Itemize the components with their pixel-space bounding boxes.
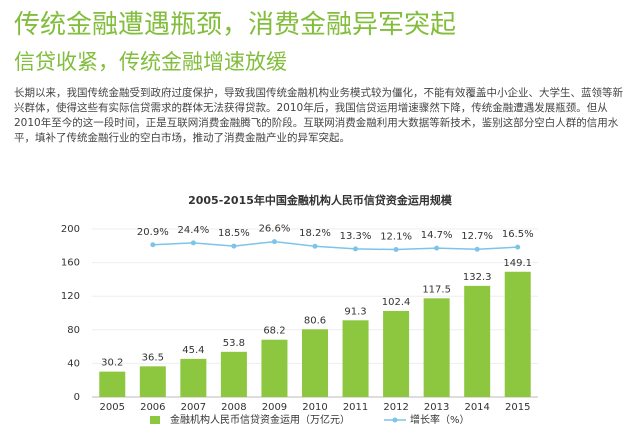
bar bbox=[220, 351, 247, 397]
chart-title: 2005-2015年中国金融机构人民币信贷资金运用规模 bbox=[188, 193, 453, 207]
bar-label: 53.8 bbox=[223, 338, 245, 349]
line-label: 16.5% bbox=[502, 229, 534, 240]
bar-label: 68.2 bbox=[263, 326, 285, 337]
legend-label: 金融机构人民币信贷资金运用（万亿元） bbox=[170, 413, 350, 426]
bar bbox=[423, 298, 450, 397]
bar-label: 149.1 bbox=[503, 258, 532, 269]
x-tick-label: 2011 bbox=[343, 402, 368, 413]
x-tick-label: 2007 bbox=[181, 402, 206, 413]
line-point bbox=[312, 243, 318, 249]
x-tick-label: 2014 bbox=[464, 402, 489, 413]
bar-label: 36.5 bbox=[142, 352, 164, 363]
line-label: 12.7% bbox=[461, 231, 493, 242]
subtitle: 信贷收紧，传统金融增速放缓 bbox=[14, 50, 287, 74]
paragraph: 长期以来，我国传统金融受到政府过度保护，导致我国传统金融机构业务模式较为僵化，不… bbox=[14, 87, 623, 144]
bar bbox=[342, 320, 369, 397]
line-label: 18.5% bbox=[218, 228, 250, 239]
x-tick-label: 2010 bbox=[302, 402, 327, 413]
x-tick-label: 2008 bbox=[221, 402, 246, 413]
line-point bbox=[434, 245, 440, 251]
bar bbox=[180, 358, 207, 397]
line-label: 13.3% bbox=[340, 231, 372, 242]
line-label: 20.9% bbox=[137, 227, 169, 238]
line-point bbox=[231, 243, 237, 249]
x-tick-label: 2006 bbox=[140, 402, 165, 413]
line-point bbox=[474, 246, 480, 252]
legend-swatch bbox=[150, 416, 160, 424]
line-label: 26.6% bbox=[259, 224, 291, 235]
bar-label: 45.4 bbox=[182, 345, 204, 356]
bar bbox=[504, 271, 531, 397]
bar-label: 91.3 bbox=[344, 306, 366, 317]
x-tick-label: 2009 bbox=[262, 402, 287, 413]
bar-label: 30.2 bbox=[101, 358, 123, 369]
legend-label: 增长率（%） bbox=[410, 413, 470, 426]
line-point bbox=[190, 240, 196, 246]
bar-label: 102.4 bbox=[382, 297, 411, 308]
line-point bbox=[353, 246, 359, 252]
bar-label: 132.3 bbox=[463, 272, 492, 283]
bar bbox=[302, 329, 328, 397]
y-tick-label: 200 bbox=[61, 224, 80, 235]
x-tick-label: 2013 bbox=[424, 402, 449, 413]
bar bbox=[261, 339, 288, 397]
x-tick-label: 2012 bbox=[383, 402, 408, 413]
bar bbox=[139, 366, 166, 397]
y-tick-label: 0 bbox=[74, 392, 80, 403]
bar bbox=[383, 310, 410, 397]
line-point bbox=[150, 242, 156, 248]
line bbox=[152, 240, 518, 251]
x-tick-label: 2005 bbox=[100, 402, 125, 413]
bar-label: 80.6 bbox=[304, 315, 326, 326]
title: 传统金融遭遇瓶颈，消费金融异军突起 bbox=[14, 10, 457, 40]
line-label: 14.7% bbox=[421, 230, 453, 241]
x-tick-label: 2015 bbox=[505, 402, 530, 413]
line-label: 18.2% bbox=[299, 228, 331, 239]
line-point bbox=[271, 239, 277, 245]
y-tick-label: 80 bbox=[67, 325, 80, 336]
legend-swatch bbox=[392, 417, 398, 423]
y-tick-label: 160 bbox=[61, 258, 80, 269]
line-point bbox=[515, 244, 521, 250]
line-point bbox=[393, 247, 399, 253]
bar bbox=[99, 371, 126, 397]
y-tick-label: 40 bbox=[67, 358, 80, 369]
bar bbox=[464, 285, 491, 397]
line-label: 12.1% bbox=[380, 232, 412, 243]
bar-label: 117.5 bbox=[422, 284, 451, 295]
y-tick-label: 120 bbox=[61, 291, 80, 302]
line-label: 24.4% bbox=[177, 225, 209, 236]
